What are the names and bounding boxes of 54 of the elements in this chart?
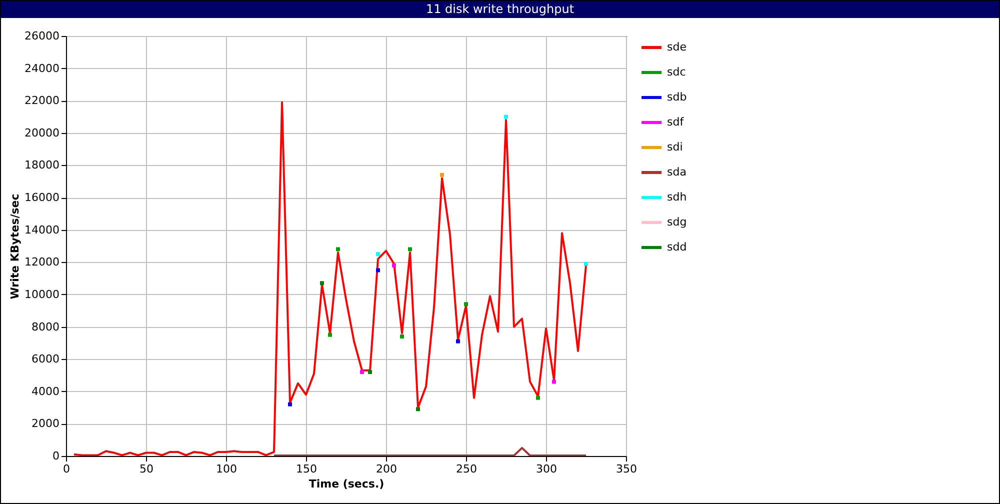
point (288, 402, 292, 406)
legend-label: sdg (667, 216, 687, 228)
point (392, 263, 396, 268)
point (336, 247, 340, 252)
point (440, 172, 444, 177)
legend-label: sdc (667, 66, 686, 78)
point (408, 247, 412, 252)
point (376, 268, 380, 272)
y-tick-label: 10000 (24, 288, 60, 301)
y-tick-label: 12000 (24, 256, 60, 269)
point (320, 281, 324, 286)
y-tick-label: 4000 (32, 384, 60, 398)
x-axis-title: Time (secs.) (308, 478, 384, 490)
y-tick-label: 8000 (32, 320, 60, 334)
x-tick-label: 50 (140, 462, 154, 476)
x-tick-label: 150 (296, 462, 317, 476)
x-tick-label: 300 (536, 462, 557, 476)
y-tick-label: 0 (52, 450, 60, 462)
legend-label: sdf (667, 116, 685, 128)
x-tick-label: 100 (216, 462, 237, 476)
point (328, 332, 332, 337)
line-series (73, 101, 587, 456)
point (552, 380, 556, 384)
legend-label: sdb (667, 90, 687, 104)
point (456, 339, 460, 344)
x-tick-label: 250 (456, 462, 477, 476)
y-tick-label: 2000 (32, 417, 60, 430)
point (368, 370, 372, 374)
legend-label: sdd (667, 240, 687, 254)
point (536, 396, 540, 400)
x-tick-label: 200 (376, 462, 397, 476)
legend-label: sda (667, 166, 686, 178)
y-axis-title: Write KBytes/sec (8, 194, 22, 300)
point (376, 252, 380, 256)
y-tick-label: 6000 (32, 352, 60, 366)
point (360, 370, 364, 374)
chart-title: 11 disk write throughput (1, 1, 999, 18)
y-tick-label: 18000 (24, 158, 60, 172)
legend-label: sdi (667, 140, 683, 154)
y-tick-label: 20000 (24, 126, 60, 140)
y-tick-label: 26000 (24, 30, 60, 42)
y-tick-label: 24000 (24, 62, 60, 75)
y-tick-label: 16000 (24, 191, 60, 204)
point (584, 262, 588, 266)
point (400, 334, 404, 338)
legend-label: sde (667, 40, 687, 54)
y-tick-label: 14000 (24, 223, 60, 236)
legend-label: sdh (667, 190, 687, 204)
point (504, 114, 508, 119)
point (416, 407, 420, 412)
x-tick-label: 0 (63, 462, 70, 476)
y-tick-label: 22000 (24, 94, 60, 108)
point (464, 302, 468, 306)
x-tick-label: 350 (616, 462, 637, 476)
